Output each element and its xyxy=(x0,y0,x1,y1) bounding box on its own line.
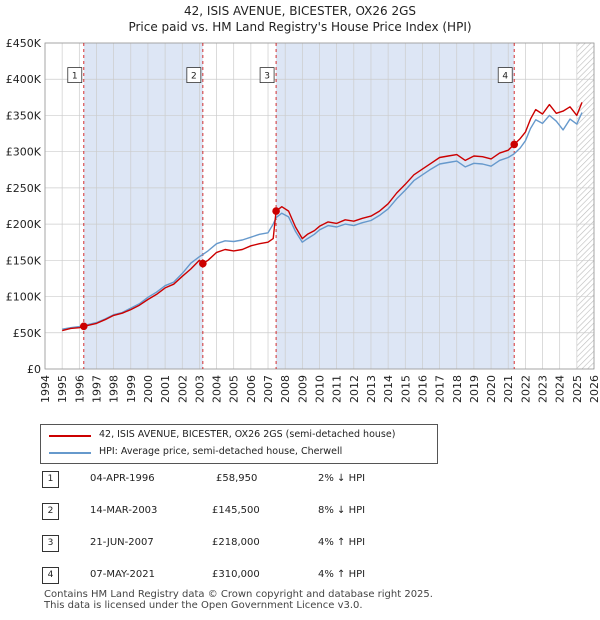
x-tick-label: 2026 xyxy=(588,375,600,403)
x-tick-label: 1997 xyxy=(90,375,103,403)
shaded-period-1 xyxy=(83,43,203,369)
x-tick-label: 1995 xyxy=(56,375,69,403)
sale-label-3: 3 xyxy=(264,72,270,82)
forecast-hatch xyxy=(576,43,594,369)
y-tick-label: £400K xyxy=(6,73,42,86)
transaction-price: £58,950 xyxy=(216,473,258,484)
sale-label-box-4 xyxy=(497,67,513,83)
footer-attribution: Contains HM Land Registry data © Crown c… xyxy=(44,589,433,611)
price-chart: 1994 1995 1996 1997 1998 1999 2000 2001 2002 2003… xyxy=(6,37,600,403)
x-tick-label: 1999 xyxy=(125,375,138,403)
x-tick-label: 2008 xyxy=(279,375,292,403)
transaction-date: 14-MAR-2003 xyxy=(90,505,158,516)
sale-label-box-3 xyxy=(259,67,275,83)
y-tick-label: £450K xyxy=(6,37,42,50)
x-tick-label: 2009 xyxy=(296,375,309,403)
x-tick-label: 2021 xyxy=(502,375,515,403)
x-tick-label: 2022 xyxy=(519,375,532,403)
legend-swatch-hpi xyxy=(49,452,91,454)
y-tick-label: £50K xyxy=(13,327,42,340)
y-tick-label: £200K xyxy=(6,218,42,231)
sale-label-box-2 xyxy=(186,67,202,83)
sale-label-1: 1 xyxy=(72,72,78,82)
x-tick-label: 1998 xyxy=(108,375,121,403)
legend-swatch-property xyxy=(49,435,91,437)
transaction-price: £310,000 xyxy=(212,569,260,580)
transaction-date: 04-APR-1996 xyxy=(90,473,155,484)
x-tick-label: 1994 xyxy=(39,375,52,403)
legend-label-hpi: HPI: Average price, semi-detached house,… xyxy=(99,446,343,457)
x-tick-label: 2012 xyxy=(348,375,361,403)
x-tick-label: 2010 xyxy=(314,375,327,403)
table-row: 3 21-JUN-2007 £218,000 4% ↑ HPI xyxy=(40,535,560,555)
transaction-price: £145,500 xyxy=(212,505,260,516)
x-tick-label: 2020 xyxy=(485,375,498,403)
chart-title-line2: Price paid vs. HM Land Registry's House … xyxy=(128,20,472,34)
x-tick-label: 2007 xyxy=(262,375,275,403)
x-tick-label: 1996 xyxy=(73,375,86,403)
series-line-hpi xyxy=(62,112,583,330)
x-tick-label: 2018 xyxy=(451,375,464,403)
x-tick-label: 2019 xyxy=(468,375,481,403)
x-tick-label: 2003 xyxy=(193,375,206,403)
transaction-hpi: 4% ↑ HPI xyxy=(318,537,366,548)
sale-point-2 xyxy=(199,259,207,268)
sale-point-4 xyxy=(510,140,519,149)
transaction-hpi: 8% ↓ HPI xyxy=(318,505,366,516)
y-tick-label: £100K xyxy=(6,291,42,304)
sale-label-box-1 xyxy=(67,67,83,83)
y-tick-label: £350K xyxy=(6,109,42,122)
x-tick-label: 2017 xyxy=(434,375,447,403)
x-tick-label: 2005 xyxy=(228,375,241,403)
y-tick-label: £150K xyxy=(6,254,42,267)
shaded-period-2 xyxy=(276,43,515,369)
transaction-date: 21-JUN-2007 xyxy=(90,537,154,548)
x-tick-label: 2011 xyxy=(331,375,344,403)
x-tick-label: 2015 xyxy=(399,375,412,403)
transaction-price: £218,000 xyxy=(212,537,260,548)
transaction-marker: 2 xyxy=(42,503,59,520)
transaction-date: 07-MAY-2021 xyxy=(90,569,156,580)
x-tick-label: 2025 xyxy=(571,375,584,403)
x-tick-label: 2016 xyxy=(416,375,429,403)
footer-line-2: This data is licensed under the Open Gov… xyxy=(44,600,363,611)
transaction-hpi: 4% ↑ HPI xyxy=(318,569,366,580)
transaction-hpi: 2% ↓ HPI xyxy=(318,473,366,484)
x-tick-label: 2004 xyxy=(211,375,224,403)
x-tick-label: 2000 xyxy=(142,375,155,403)
x-tick-label: 2001 xyxy=(159,375,172,403)
x-tick-label: 2023 xyxy=(537,375,550,403)
x-tick-label: 2014 xyxy=(382,375,395,403)
sale-label-4: 4 xyxy=(502,72,508,82)
transaction-marker: 3 xyxy=(42,535,59,552)
table-row: 1 04-APR-1996 £58,950 2% ↓ HPI xyxy=(40,471,560,491)
table-row: 2 14-MAR-2003 £145,500 8% ↓ HPI xyxy=(40,503,560,523)
sale-point-1 xyxy=(79,322,88,331)
x-tick-label: 2013 xyxy=(365,375,378,403)
sale-label-2: 2 xyxy=(191,72,197,82)
legend-label-property: 42, ISIS AVENUE, BICESTER, OX26 2GS (sem… xyxy=(99,429,396,440)
plot-frame xyxy=(44,42,595,370)
y-tick-label: £250K xyxy=(6,182,42,195)
x-tick-label: 2024 xyxy=(554,375,567,403)
footer-line-1: Contains HM Land Registry data © Crown c… xyxy=(44,589,433,600)
transaction-marker: 4 xyxy=(42,567,59,584)
transaction-marker: 1 xyxy=(42,471,59,488)
sale-point-3 xyxy=(272,207,280,215)
y-tick-label: £300K xyxy=(6,146,42,159)
table-row: 4 07-MAY-2021 £310,000 4% ↑ HPI xyxy=(40,567,560,587)
x-tick-label: 2002 xyxy=(176,375,189,403)
chart-title-line1: 42, ISIS AVENUE, BICESTER, OX26 2GS xyxy=(184,4,416,18)
x-tick-label: 2006 xyxy=(245,375,258,403)
chart-legend: 42, ISIS AVENUE, BICESTER, OX26 2GS (sem… xyxy=(40,424,438,464)
y-tick-label: £0 xyxy=(27,363,41,376)
